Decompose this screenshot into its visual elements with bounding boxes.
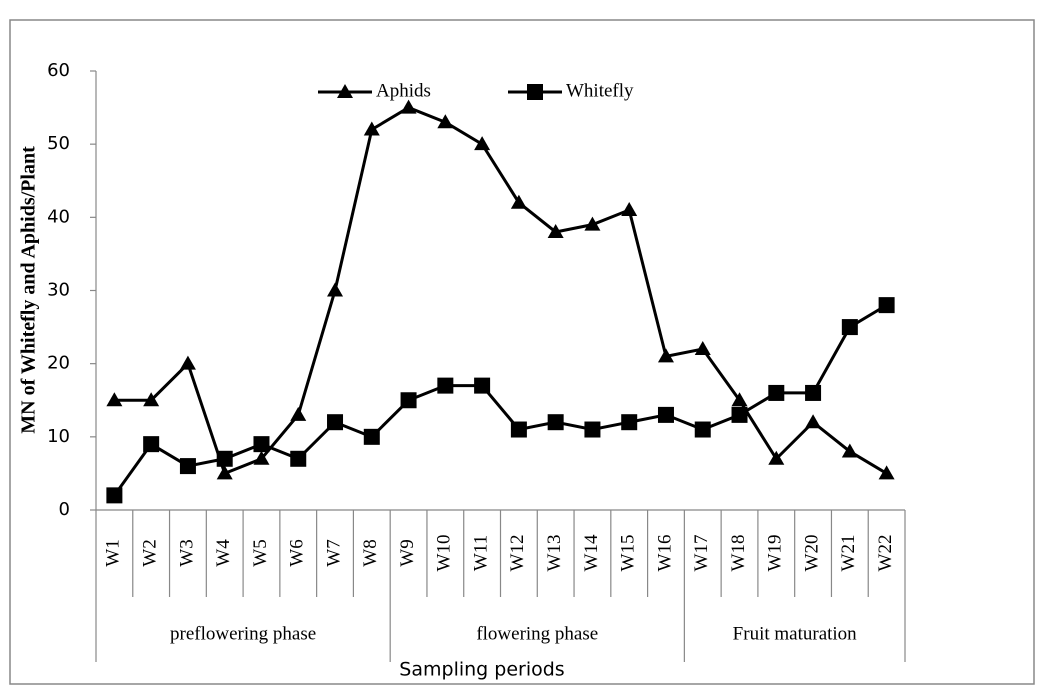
- marker: [106, 487, 123, 504]
- x-tick-label: W8: [360, 539, 381, 566]
- marker: [106, 392, 123, 407]
- y-axis-label: MN of Whitefly and Aphids/Plant: [18, 146, 40, 434]
- x-tick-label: W12: [507, 535, 528, 572]
- marker: [584, 216, 601, 231]
- marker: [474, 377, 491, 394]
- y-tick-label: 30: [47, 280, 70, 301]
- x-tick-label: W21: [838, 535, 859, 572]
- marker: [143, 436, 160, 453]
- marker: [768, 384, 785, 401]
- legend-marker: [527, 84, 543, 100]
- marker: [694, 421, 711, 438]
- phase-label: flowering phase: [476, 623, 598, 644]
- marker: [621, 414, 638, 431]
- marker: [584, 421, 601, 438]
- x-tick-label: W1: [103, 539, 124, 566]
- marker: [878, 465, 895, 480]
- marker: [400, 99, 417, 114]
- marker: [547, 223, 564, 238]
- marker: [179, 355, 196, 370]
- marker: [290, 450, 307, 467]
- marker: [621, 202, 638, 217]
- y-tick-label: 10: [47, 426, 70, 447]
- marker: [768, 450, 785, 465]
- x-tick-label: W7: [323, 539, 344, 566]
- marker: [657, 348, 674, 363]
- y-tick-label: 60: [47, 60, 70, 81]
- marker: [474, 136, 491, 151]
- legend-label: Whitefly: [566, 80, 634, 101]
- x-tick-label: W6: [287, 539, 308, 566]
- marker: [510, 421, 527, 438]
- marker: [290, 406, 307, 421]
- marker: [841, 319, 858, 336]
- x-tick-label: W18: [728, 535, 749, 572]
- x-tick-label: W4: [213, 539, 234, 567]
- frame: [9, 19, 1035, 685]
- x-tick-label: W16: [654, 535, 675, 572]
- marker: [510, 194, 527, 209]
- y-tick-label: 0: [59, 499, 70, 520]
- marker: [253, 436, 270, 453]
- legend-label: Aphids: [376, 80, 431, 101]
- marker: [841, 443, 858, 458]
- marker: [805, 414, 822, 429]
- x-tick-label: W14: [581, 534, 602, 571]
- marker: [731, 406, 748, 423]
- phase-label: preflowering phase: [170, 623, 316, 644]
- x-tick-label: W3: [176, 539, 197, 566]
- marker: [805, 384, 822, 401]
- marker: [400, 392, 417, 409]
- x-tick-label: W9: [397, 539, 418, 566]
- marker: [179, 458, 196, 475]
- marker: [143, 392, 160, 407]
- x-tick-label: W19: [765, 535, 786, 572]
- marker: [216, 450, 233, 467]
- x-tick-label: W5: [250, 539, 271, 566]
- y-tick-label: 20: [47, 353, 70, 374]
- series-line: [114, 105, 888, 476]
- y-tick-label: 40: [47, 206, 70, 227]
- y-tick-label: 50: [47, 133, 70, 154]
- x-tick-label: W11: [470, 535, 491, 571]
- x-axis-label: Sampling periods: [399, 659, 564, 681]
- marker: [327, 282, 344, 297]
- marker: [327, 414, 344, 431]
- x-tick-label: W2: [140, 539, 161, 566]
- marker: [216, 465, 233, 480]
- marker: [731, 392, 748, 407]
- series-line: [113, 303, 888, 497]
- marker: [547, 414, 564, 431]
- marker: [253, 450, 270, 465]
- x-tick-label: W20: [801, 535, 822, 572]
- marker: [437, 377, 454, 394]
- phase-label: Fruit maturation: [733, 623, 858, 644]
- x-tick-label: W13: [544, 535, 565, 572]
- marker: [694, 341, 711, 356]
- x-tick-label: W22: [875, 535, 896, 572]
- x-tick-label: W10: [434, 535, 455, 572]
- marker: [437, 114, 454, 129]
- marker: [363, 428, 380, 445]
- legend-marker: [337, 84, 353, 98]
- marker: [657, 406, 674, 423]
- marker: [363, 121, 380, 136]
- marker: [878, 297, 895, 314]
- x-tick-label: W17: [691, 535, 712, 572]
- x-tick-label: W15: [618, 535, 639, 572]
